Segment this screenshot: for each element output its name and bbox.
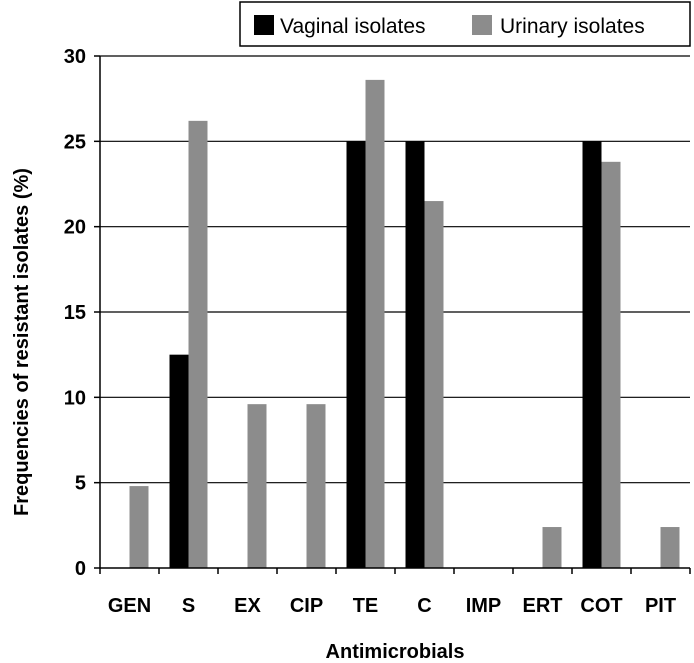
bar-s-vaginal: [169, 354, 189, 568]
bar-pit-urinary: [660, 527, 680, 568]
x-tick-label: PIT: [645, 595, 676, 617]
x-tick-label: ERT: [523, 595, 563, 617]
y-tick-label: 30: [64, 46, 86, 68]
x-axis-title: Antimicrobials: [326, 641, 465, 663]
bar-te-urinary: [365, 79, 385, 568]
bar-gen-urinary: [129, 486, 149, 568]
bar-ert-urinary: [542, 527, 562, 568]
y-tick-label: 10: [64, 387, 86, 409]
x-tick-label: S: [182, 595, 195, 617]
bar-cot-urinary: [601, 161, 621, 568]
x-tick-label: TE: [353, 595, 379, 617]
x-tick-labels: GEN S EX CIP TE C IMP ERT COT PIT: [99, 568, 691, 617]
y-axis-title: Frequencies of resistant isolates (%): [11, 168, 33, 516]
legend-label-urinary: Urinary isolates: [500, 15, 645, 38]
legend-swatch-vaginal: [254, 15, 274, 35]
x-tick-label: CIP: [290, 595, 323, 617]
x-tick-label: GEN: [108, 595, 151, 617]
bar-c-vaginal: [405, 141, 425, 569]
y-tick-labels: 0 5 10 15 20 25 30: [64, 46, 100, 580]
bar-cip-urinary: [306, 404, 326, 568]
bars: [129, 79, 680, 569]
legend-label-vaginal: Vaginal isolates: [280, 15, 426, 38]
y-tick-label: 5: [75, 473, 86, 495]
bar-ex-urinary: [247, 404, 267, 568]
legend-swatch-urinary: [472, 15, 492, 35]
legend: Vaginal isolates Urinary isolates: [239, 1, 691, 47]
legend-box: [239, 1, 691, 47]
bar-s-urinary: [188, 120, 208, 568]
x-tick-label: COT: [580, 595, 622, 617]
x-tick-label: EX: [234, 595, 261, 617]
y-tick-label: 20: [64, 217, 86, 239]
y-tick-label: 25: [64, 131, 86, 153]
x-tick-label: C: [417, 595, 431, 617]
bar-c-urinary: [424, 201, 444, 569]
y-tick-label: 0: [75, 558, 86, 580]
x-tick-label: IMP: [466, 595, 502, 617]
bar-te-vaginal: [346, 141, 366, 569]
y-tick-label: 15: [64, 302, 86, 324]
bar-cot-vaginal: [582, 141, 602, 569]
